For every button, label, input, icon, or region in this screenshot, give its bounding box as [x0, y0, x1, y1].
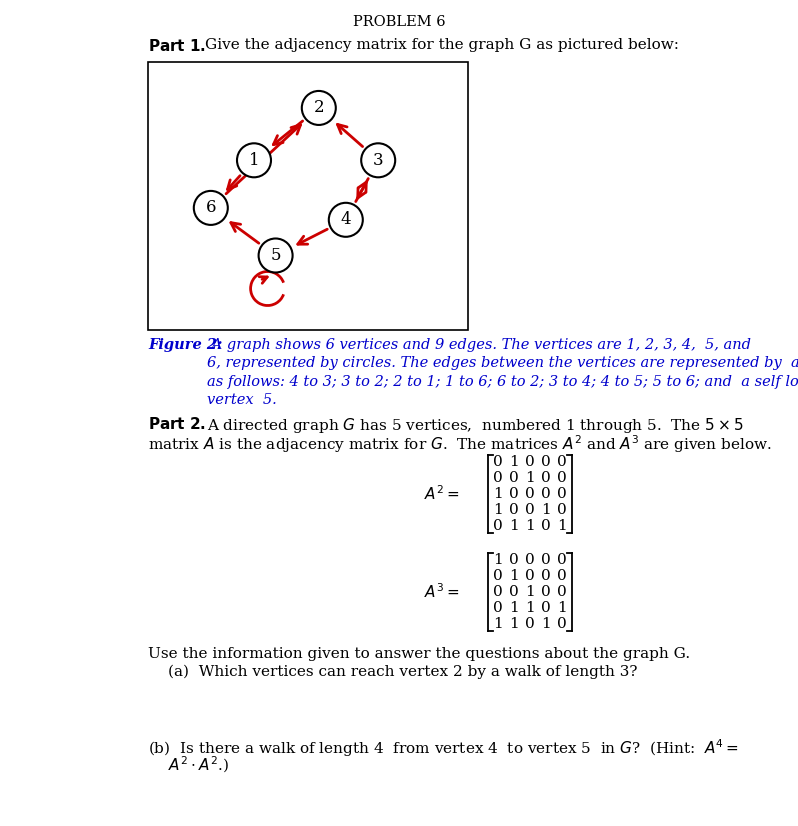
Text: $A^3=$: $A^3=$	[425, 582, 460, 601]
Text: 0: 0	[557, 487, 567, 501]
Text: 0: 0	[509, 553, 519, 567]
Text: 0: 0	[509, 487, 519, 501]
Text: 0: 0	[493, 455, 503, 469]
Text: PROBLEM 6: PROBLEM 6	[353, 15, 445, 29]
Text: 0: 0	[525, 455, 535, 469]
Text: matrix $A$ is the adjacency matrix for $G$.  The matrices $A^2$ and $A^3$ are gi: matrix $A$ is the adjacency matrix for $…	[148, 433, 772, 454]
Text: 0: 0	[525, 569, 535, 583]
Text: 2: 2	[314, 99, 324, 116]
Circle shape	[194, 191, 227, 225]
Text: 0: 0	[541, 569, 551, 583]
Text: 1: 1	[249, 152, 259, 169]
Text: 0: 0	[541, 471, 551, 485]
Text: 1: 1	[525, 471, 535, 485]
Text: 1: 1	[525, 601, 535, 615]
Text: (a)  Which vertices can reach vertex 2 by a walk of length 3?: (a) Which vertices can reach vertex 2 by…	[168, 665, 638, 680]
Text: (b)  Is there a walk of length 4  from vertex 4  to vertex 5  in $G$?  (Hint:  $: (b) Is there a walk of length 4 from ver…	[148, 737, 739, 759]
Text: 0: 0	[525, 553, 535, 567]
Text: 1: 1	[509, 569, 519, 583]
Circle shape	[259, 239, 293, 273]
Text: 0: 0	[557, 617, 567, 631]
Text: 0: 0	[509, 471, 519, 485]
Text: 0: 0	[493, 601, 503, 615]
Text: 0: 0	[541, 519, 551, 533]
Text: $\bf{Part\ 1.}$: $\bf{Part\ 1.}$	[148, 38, 206, 54]
Text: 1: 1	[525, 519, 535, 533]
Text: 0: 0	[557, 503, 567, 517]
Text: 1: 1	[493, 487, 503, 501]
Text: 0: 0	[541, 455, 551, 469]
Text: 0: 0	[541, 585, 551, 599]
Text: 0: 0	[525, 487, 535, 501]
Text: Use the information given to answer the questions about the graph G.: Use the information given to answer the …	[148, 647, 690, 661]
Text: 5: 5	[271, 247, 281, 264]
Text: 1: 1	[509, 519, 519, 533]
Text: 0: 0	[493, 519, 503, 533]
Text: 0: 0	[557, 455, 567, 469]
Text: 0: 0	[493, 471, 503, 485]
Text: $A^2=$: $A^2=$	[425, 485, 460, 503]
Text: 1: 1	[493, 503, 503, 517]
Text: 0: 0	[525, 503, 535, 517]
Text: 0: 0	[493, 585, 503, 599]
Circle shape	[237, 143, 271, 178]
Text: $A^2 \cdot A^2$.): $A^2 \cdot A^2$.)	[168, 755, 229, 776]
Text: 1: 1	[509, 617, 519, 631]
Text: 4: 4	[341, 211, 351, 228]
Text: 0: 0	[541, 601, 551, 615]
Text: 0: 0	[557, 553, 567, 567]
Circle shape	[302, 91, 336, 125]
Bar	[148, 62, 468, 330]
Text: 1: 1	[541, 617, 551, 631]
Text: $\bf{Part\ 2.}$: $\bf{Part\ 2.}$	[148, 416, 206, 432]
Text: 1: 1	[525, 585, 535, 599]
Text: 1: 1	[509, 455, 519, 469]
Text: 0: 0	[541, 553, 551, 567]
Text: Give the adjacency matrix for the graph G as pictured below:: Give the adjacency matrix for the graph …	[205, 38, 679, 52]
Text: 6: 6	[206, 199, 216, 216]
Text: Figure 2:: Figure 2:	[148, 338, 223, 352]
Text: A directed graph $G$ has 5 vertices,  numbered 1 through 5.  The $5\times 5$: A directed graph $G$ has 5 vertices, num…	[207, 416, 744, 435]
Text: 0: 0	[493, 569, 503, 583]
Text: 0: 0	[557, 471, 567, 485]
Text: 0: 0	[525, 617, 535, 631]
Text: 0: 0	[509, 585, 519, 599]
Text: 1: 1	[557, 601, 567, 615]
Text: 0: 0	[557, 585, 567, 599]
Text: 1: 1	[557, 519, 567, 533]
Text: 3: 3	[373, 152, 384, 169]
Text: A graph shows 6 vertices and 9 edges. The vertices are 1, 2, 3, 4,  5, and
6, re: A graph shows 6 vertices and 9 edges. Th…	[207, 338, 798, 407]
Text: 1: 1	[493, 617, 503, 631]
Text: 1: 1	[509, 601, 519, 615]
Text: 0: 0	[541, 487, 551, 501]
Circle shape	[361, 143, 395, 178]
Text: 0: 0	[509, 503, 519, 517]
Text: 1: 1	[541, 503, 551, 517]
Circle shape	[329, 203, 363, 237]
Text: 0: 0	[557, 569, 567, 583]
Text: 1: 1	[493, 553, 503, 567]
